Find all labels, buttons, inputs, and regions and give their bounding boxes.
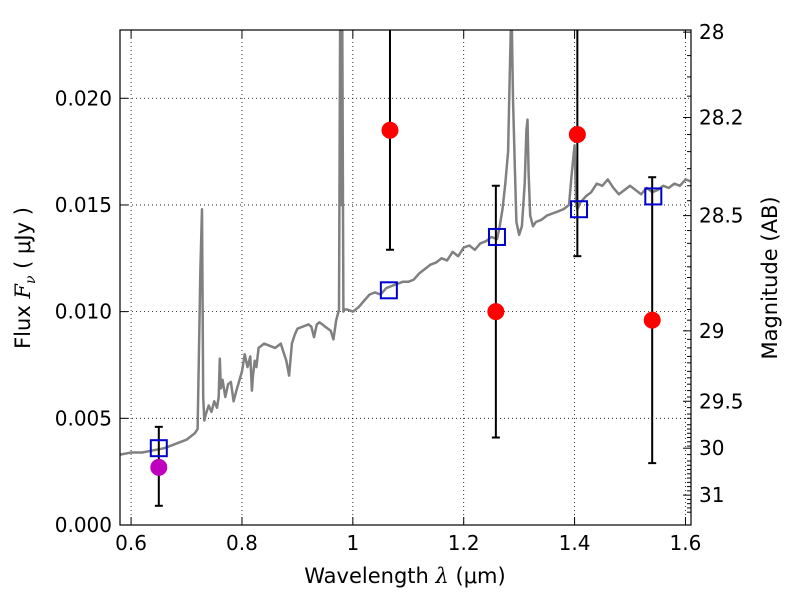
x-tick-label: 1.2 [448, 531, 480, 555]
x-axis-label: Wavelength λ (μm) [304, 564, 505, 588]
y-tick-label: 0.015 [55, 193, 112, 217]
series-layer [120, 30, 691, 456]
y-tick-label: 0.000 [55, 513, 112, 537]
x-tick-label: 0.8 [226, 531, 258, 555]
y-tick-label: 0.020 [55, 86, 112, 110]
observed-flux-point [643, 311, 661, 329]
model-photometry-square [487, 227, 506, 246]
observed-flux-point [381, 121, 399, 139]
grid [120, 30, 691, 526]
optical-flux-point [150, 458, 168, 476]
x-tick-label: 1 [346, 531, 359, 555]
y2-tick-label: 30 [699, 436, 724, 460]
model-photometry-square [570, 200, 589, 219]
x-tick-label: 0.6 [115, 531, 147, 555]
y2-tick-label: 28.2 [699, 105, 744, 129]
x-tick-label: 1.6 [670, 531, 702, 555]
y2-tick-label: 29.5 [699, 389, 744, 413]
observed-flux-point [568, 126, 586, 144]
model-photometry-square [149, 439, 168, 458]
observed-flux-point [487, 303, 505, 321]
y2-tick-label: 29 [699, 319, 724, 343]
x-tick-label: 1.4 [559, 531, 591, 555]
spectrum-line [120, 30, 691, 456]
model-photometry-square [379, 281, 398, 300]
y-tick-label: 0.010 [55, 300, 112, 324]
y2-axis: 28 28.2 28.5 29 29.5 30 31 [683, 20, 744, 513]
y2-tick-label: 28 [699, 20, 724, 44]
y2-axis-label: Magnitude (AB) [758, 196, 782, 359]
y2-tick-label: 28.5 [699, 204, 744, 228]
y-tick-label: 0.005 [55, 406, 112, 430]
y2-tick-label: 31 [699, 483, 724, 507]
x-axis: 0.6 0.8 1 1.2 1.4 1.6 [115, 30, 701, 555]
y-axis-label: Flux Fν ( μJy ) [11, 207, 39, 349]
plot-area [120, 30, 691, 525]
model-photometry-square [644, 187, 663, 206]
y-axis: 0.000 0.005 0.010 0.015 0.020 [55, 86, 128, 537]
marker-layer [149, 121, 663, 476]
